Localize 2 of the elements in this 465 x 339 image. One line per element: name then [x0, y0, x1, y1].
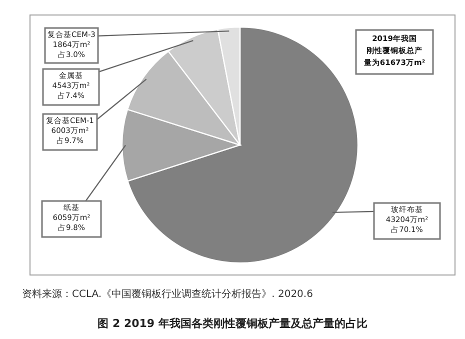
text: 图 2 2019 年我国各类刚性覆铜板产量及总产量的占比 — [98, 317, 368, 330]
text: 资料来源：CCLA.《中国覆铜板行业调查统计分析报告》. 2020.6 — [22, 288, 313, 300]
